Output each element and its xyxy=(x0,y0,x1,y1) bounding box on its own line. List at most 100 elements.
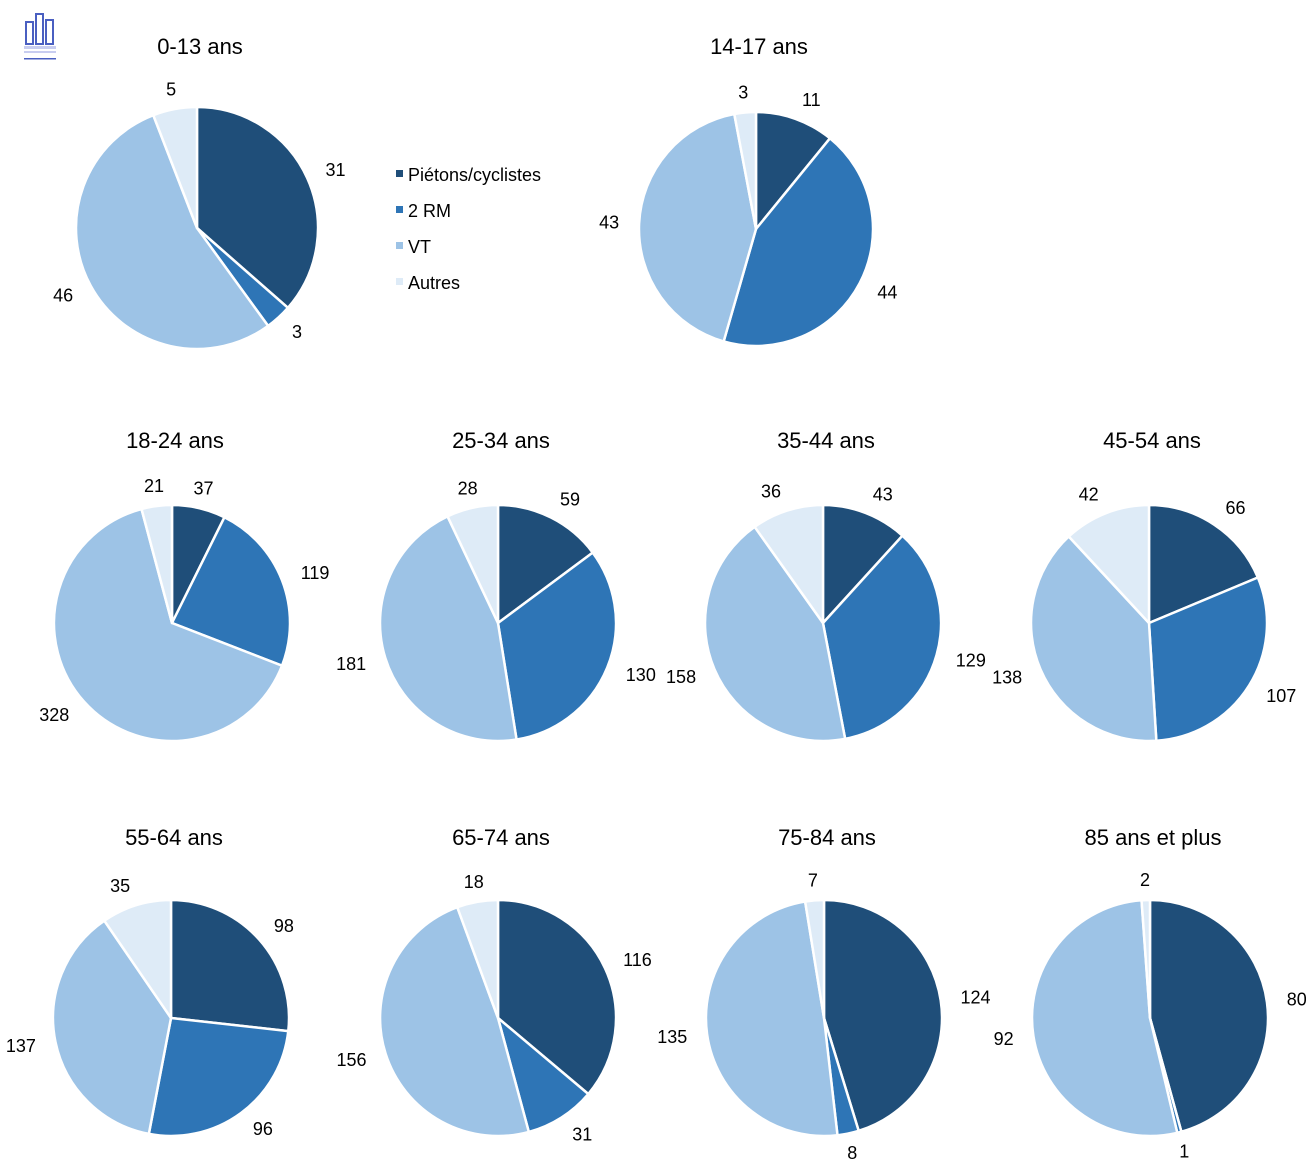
pie-title: 85 ans et plus xyxy=(1085,825,1222,850)
slice-2-rm xyxy=(170,516,292,667)
data-label-autres: 28 xyxy=(458,478,478,498)
slice-pietons-cyclistes xyxy=(1148,898,1270,1133)
data-label-vt: 181 xyxy=(336,654,366,674)
data-label-pietons-cyclistes: 59 xyxy=(560,490,580,510)
slice-vt xyxy=(704,900,839,1138)
data-label-vt: 328 xyxy=(39,705,69,725)
slice-vt xyxy=(1030,899,1179,1138)
data-label-2-rm: 3 xyxy=(292,322,302,342)
slice-pietons-cyclistes xyxy=(821,503,904,625)
slice-pietons-cyclistes xyxy=(822,898,944,1133)
data-label-2-rm: 119 xyxy=(301,563,330,583)
slice-autres xyxy=(456,898,500,1020)
legend-item-2-rm: 2 RM xyxy=(408,201,451,221)
data-label-vt: 43 xyxy=(599,213,619,233)
data-label-pietons-cyclistes: 116 xyxy=(623,950,652,970)
data-label-autres: 18 xyxy=(464,872,484,892)
data-label-2-rm: 1 xyxy=(1179,1142,1189,1162)
data-label-2-rm: 44 xyxy=(877,283,897,303)
slice-autres xyxy=(733,110,758,231)
data-label-pietons-cyclistes: 66 xyxy=(1226,498,1246,518)
data-label-pietons-cyclistes: 31 xyxy=(326,160,346,180)
pie-55-64-ans: 55-64 ans 98 96 137 35 xyxy=(6,825,294,1139)
slice-vt xyxy=(51,919,173,1136)
slice-vt xyxy=(74,113,270,351)
statistique-building-logo-icon xyxy=(24,13,56,60)
slice-pietons-cyclistes xyxy=(169,898,291,1033)
data-label-autres: 7 xyxy=(808,870,818,890)
data-label-autres: 5 xyxy=(166,79,176,99)
legend-item-autres: Autres xyxy=(408,273,460,293)
data-label-vt: 46 xyxy=(53,286,73,306)
slice-2-rm xyxy=(1147,576,1269,743)
slice-pietons-cyclistes xyxy=(496,503,594,625)
pie-title: 65-74 ans xyxy=(452,825,550,850)
slice-autres xyxy=(446,503,500,625)
legend: Piétons/cyclistes 2 RM VT Autres xyxy=(396,165,541,293)
slice-vt xyxy=(52,507,284,743)
slice-2-rm xyxy=(496,551,618,741)
pie-title: 18-24 ans xyxy=(126,428,224,453)
data-label-vt: 158 xyxy=(666,667,696,687)
pie-65-74-ans: 65-74 ans 116 31 156 18 xyxy=(336,825,651,1144)
slice-2-rm xyxy=(821,534,943,741)
data-label-vt: 137 xyxy=(6,1036,36,1056)
slice-2-rm xyxy=(147,1016,290,1138)
data-label-2-rm: 129 xyxy=(956,650,986,670)
legend-swatch-pietons-cyclistes xyxy=(396,170,403,177)
pie-45-54-ans: 45-54 ans 66 107 138 42 xyxy=(992,428,1296,743)
data-label-pietons-cyclistes: 80 xyxy=(1287,990,1306,1010)
pie-title: 55-64 ans xyxy=(125,825,223,850)
pie-title: 0-13 ans xyxy=(157,34,243,59)
slice-pietons-cyclistes xyxy=(195,105,320,310)
data-label-pietons-cyclistes: 98 xyxy=(274,916,294,936)
pie-14-17-ans: 14-17 ans 11 44 43 3 xyxy=(599,34,897,348)
pie-85-ans-et-plus: 85 ans et plus 80 1 92 2 xyxy=(994,825,1306,1162)
data-label-autres: 2 xyxy=(1140,870,1150,890)
legend-swatch-vt xyxy=(396,242,403,249)
data-label-autres: 36 xyxy=(761,482,781,502)
slice-vt xyxy=(378,906,531,1138)
pie-title: 45-54 ans xyxy=(1103,428,1201,453)
pie-0-13-ans: 0-13 ans 31 3 46 5 xyxy=(53,34,346,351)
data-label-2-rm: 107 xyxy=(1266,686,1296,706)
pie-title: 14-17 ans xyxy=(710,34,808,59)
data-label-pietons-cyclistes: 37 xyxy=(193,479,213,499)
legend-swatch-autres xyxy=(396,278,403,285)
data-label-autres: 42 xyxy=(1079,485,1099,505)
data-label-2-rm: 31 xyxy=(572,1124,592,1144)
slice-2-rm xyxy=(722,137,875,348)
data-label-2-rm: 130 xyxy=(626,665,656,685)
legend-item-vt: VT xyxy=(408,237,431,257)
pie-25-34-ans: 25-34 ans 59 130 181 28 xyxy=(336,428,656,743)
data-label-autres: 3 xyxy=(738,83,748,103)
slice-autres xyxy=(140,503,174,625)
data-label-pietons-cyclistes: 43 xyxy=(873,484,893,504)
slice-pietons-cyclistes xyxy=(1147,503,1260,625)
pie-35-44-ans: 35-44 ans 43 129 158 36 xyxy=(666,428,986,743)
pie-title: 25-34 ans xyxy=(452,428,550,453)
data-label-2-rm: 96 xyxy=(253,1119,273,1139)
data-label-2-rm: 8 xyxy=(847,1143,857,1163)
slice-pietons-cyclistes xyxy=(496,898,618,1096)
pie-75-84-ans: 75-84 ans 124 8 135 7 xyxy=(657,825,990,1163)
slice-vt xyxy=(703,525,847,743)
slice-autres xyxy=(803,898,826,1020)
pie-18-24-ans: 18-24 ans 37 119 328 21 xyxy=(39,428,330,743)
slice-autres xyxy=(1067,503,1151,625)
data-label-autres: 21 xyxy=(144,476,164,496)
slice-autres xyxy=(1140,898,1152,1020)
data-label-vt: 156 xyxy=(336,1050,366,1070)
slice-vt xyxy=(637,112,758,343)
legend-item-pietons-cyclistes: Piétons/cyclistes xyxy=(408,165,541,185)
data-label-vt: 135 xyxy=(657,1027,687,1047)
slice-autres xyxy=(103,898,173,1020)
pies: 0-13 ans 31 3 46 5 14-17 ans 11 44 43 3 18-24 ans 3… xyxy=(6,34,1306,1163)
data-label-autres: 35 xyxy=(110,876,130,896)
slice-autres xyxy=(753,503,825,625)
data-label-vt: 92 xyxy=(994,1029,1014,1049)
slice-autres xyxy=(152,105,199,230)
pie-title: 75-84 ans xyxy=(778,825,876,850)
data-label-pietons-cyclistes: 11 xyxy=(802,90,821,110)
